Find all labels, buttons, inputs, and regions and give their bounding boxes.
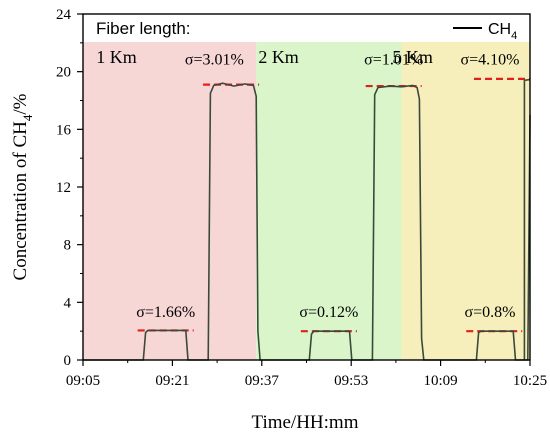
region-labels: 1 Km 2 Km 5 Km [96, 47, 433, 67]
x-axis-title: Time/HH:mm [252, 412, 359, 433]
region-3-background [401, 42, 530, 360]
y-tick-label: 8 [64, 238, 72, 254]
sigma-label-1: σ=1.66% [136, 304, 195, 321]
region-1-background [83, 42, 257, 360]
sigma-label-6: σ=4.10% [461, 51, 520, 68]
x-tick-label: 09:21 [155, 373, 189, 389]
sigma-label-4: σ=1.01% [364, 51, 423, 68]
y-tick-label: 12 [56, 180, 71, 196]
legend-label-ch4: CH4 [488, 21, 517, 42]
region-backgrounds [83, 42, 530, 360]
x-tick-label: 09:05 [66, 373, 100, 389]
y-tick-label: 16 [56, 122, 72, 138]
y-ticks: 0 4 8 12 16 20 24 [56, 7, 83, 369]
y-tick-label: 20 [56, 65, 71, 81]
y-tick-label: 0 [64, 353, 72, 369]
x-tick-label: 10:09 [424, 373, 458, 389]
x-tick-label: 09:53 [334, 373, 368, 389]
y-tick-label: 4 [64, 295, 72, 311]
sigma-annotations: σ=1.66% σ=3.01% σ=0.12% σ=1.01% σ=0.8% σ=4.10… [136, 51, 519, 320]
sigma-label-3: σ=0.12% [299, 304, 358, 321]
sigma-label-2: σ=3.01% [185, 51, 244, 68]
sigma-label-5: σ=0.8% [465, 304, 516, 321]
region-2-background [256, 42, 402, 360]
region-1-label: 1 Km [96, 47, 137, 67]
legend: Fiber length: CH4 [96, 19, 517, 42]
x-tick-label: 09:37 [245, 373, 280, 389]
region-2-label: 2 Km [258, 47, 299, 67]
x-ticks: 09:05 09:21 09:37 09:53 10:09 10:25 [66, 360, 547, 389]
series-1-line-tail [523, 78, 531, 360]
legend-title: Fiber length: [96, 19, 191, 38]
y-axis-title: Concentration of CH4/% [10, 93, 35, 280]
region-3-label: 5 Km [392, 47, 433, 67]
y-tick-label: 24 [56, 7, 72, 23]
x-tick-label: 10:25 [513, 373, 547, 389]
